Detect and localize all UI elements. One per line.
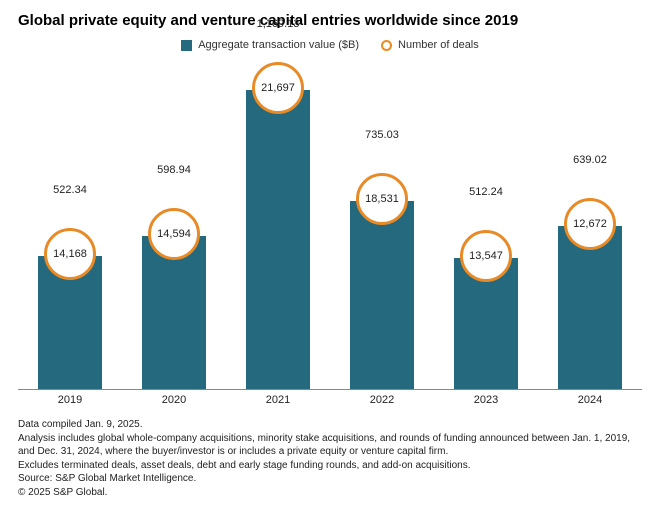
legend-label-circles: Number of deals — [398, 39, 479, 51]
x-axis-label: 2020 — [135, 394, 213, 406]
bar-value-label: 1,169.13 — [246, 18, 310, 30]
deal-count-circle: 21,697 — [252, 62, 304, 114]
bar: 598.9414,594 — [142, 236, 206, 389]
deal-count-circle: 13,547 — [460, 230, 512, 282]
footnote-line: Source: S&P Global Market Intelligence. — [18, 472, 642, 486]
footnote-line: Data compiled Jan. 9, 2025. — [18, 418, 642, 432]
chart-container: Global private equity and venture capita… — [0, 0, 660, 509]
bar: 735.0318,531 — [350, 201, 414, 389]
footnote-line: Excludes terminated deals, asset deals, … — [18, 459, 642, 473]
footnote-line: Analysis includes global whole-company a… — [18, 432, 642, 459]
deal-count-circle: 12,672 — [564, 198, 616, 250]
chart-plot-area: 522.34 14,168 598.94 14,594 1,169.1321,697 73… — [18, 57, 642, 390]
x-axis-label: 2024 — [551, 394, 629, 406]
circle-swatch-icon — [381, 40, 392, 51]
deal-count-circle: 18,531 — [356, 173, 408, 225]
deal-count-circle: 14,594 — [148, 208, 200, 260]
bar-group: 639.02 12,672 — [551, 57, 629, 389]
bars-row: 522.34 14,168 598.94 14,594 1,169.1321,697 73… — [18, 57, 642, 389]
bar-value-label: 598.94 — [142, 164, 206, 176]
footnotes: Data compiled Jan. 9, 2025. Analysis inc… — [18, 418, 642, 499]
bar: 639.0212,672 — [558, 226, 622, 389]
bar-group: 512.24 13,547 — [447, 57, 525, 389]
bar: 1,169.1321,697 — [246, 90, 310, 389]
legend-item-bars: Aggregate transaction value ($B) — [181, 39, 359, 51]
bar-group: 522.34 14,168 — [31, 57, 109, 389]
bar-value-label: 512.24 — [454, 186, 518, 198]
x-axis-label: 2019 — [31, 394, 109, 406]
bar-swatch-icon — [181, 40, 192, 51]
bar: 512.2413,547 — [454, 258, 518, 389]
legend-label-bars: Aggregate transaction value ($B) — [198, 39, 359, 51]
deal-count-circle: 14,168 — [44, 228, 96, 280]
bar: 522.3414,168 — [38, 256, 102, 389]
footnote-line: © 2025 S&P Global. — [18, 486, 642, 500]
x-axis-label: 2023 — [447, 394, 525, 406]
bar-value-label: 522.34 — [38, 184, 102, 196]
legend-item-circles: Number of deals — [381, 39, 479, 51]
bar-group: 598.94 14,594 — [135, 57, 213, 389]
x-axis-label: 2021 — [239, 394, 317, 406]
bar-value-label: 735.03 — [350, 129, 414, 141]
legend: Aggregate transaction value ($B) Number … — [18, 39, 642, 51]
x-axis-labels: 2019 2020 2021 2022 2023 2024 — [18, 394, 642, 406]
bar-group: 1,169.1321,697 — [239, 57, 317, 389]
bar-value-label: 639.02 — [558, 154, 622, 166]
bar-group: 735.03 18,531 — [343, 57, 421, 389]
chart-title: Global private equity and venture capita… — [18, 12, 642, 29]
x-axis-label: 2022 — [343, 394, 421, 406]
